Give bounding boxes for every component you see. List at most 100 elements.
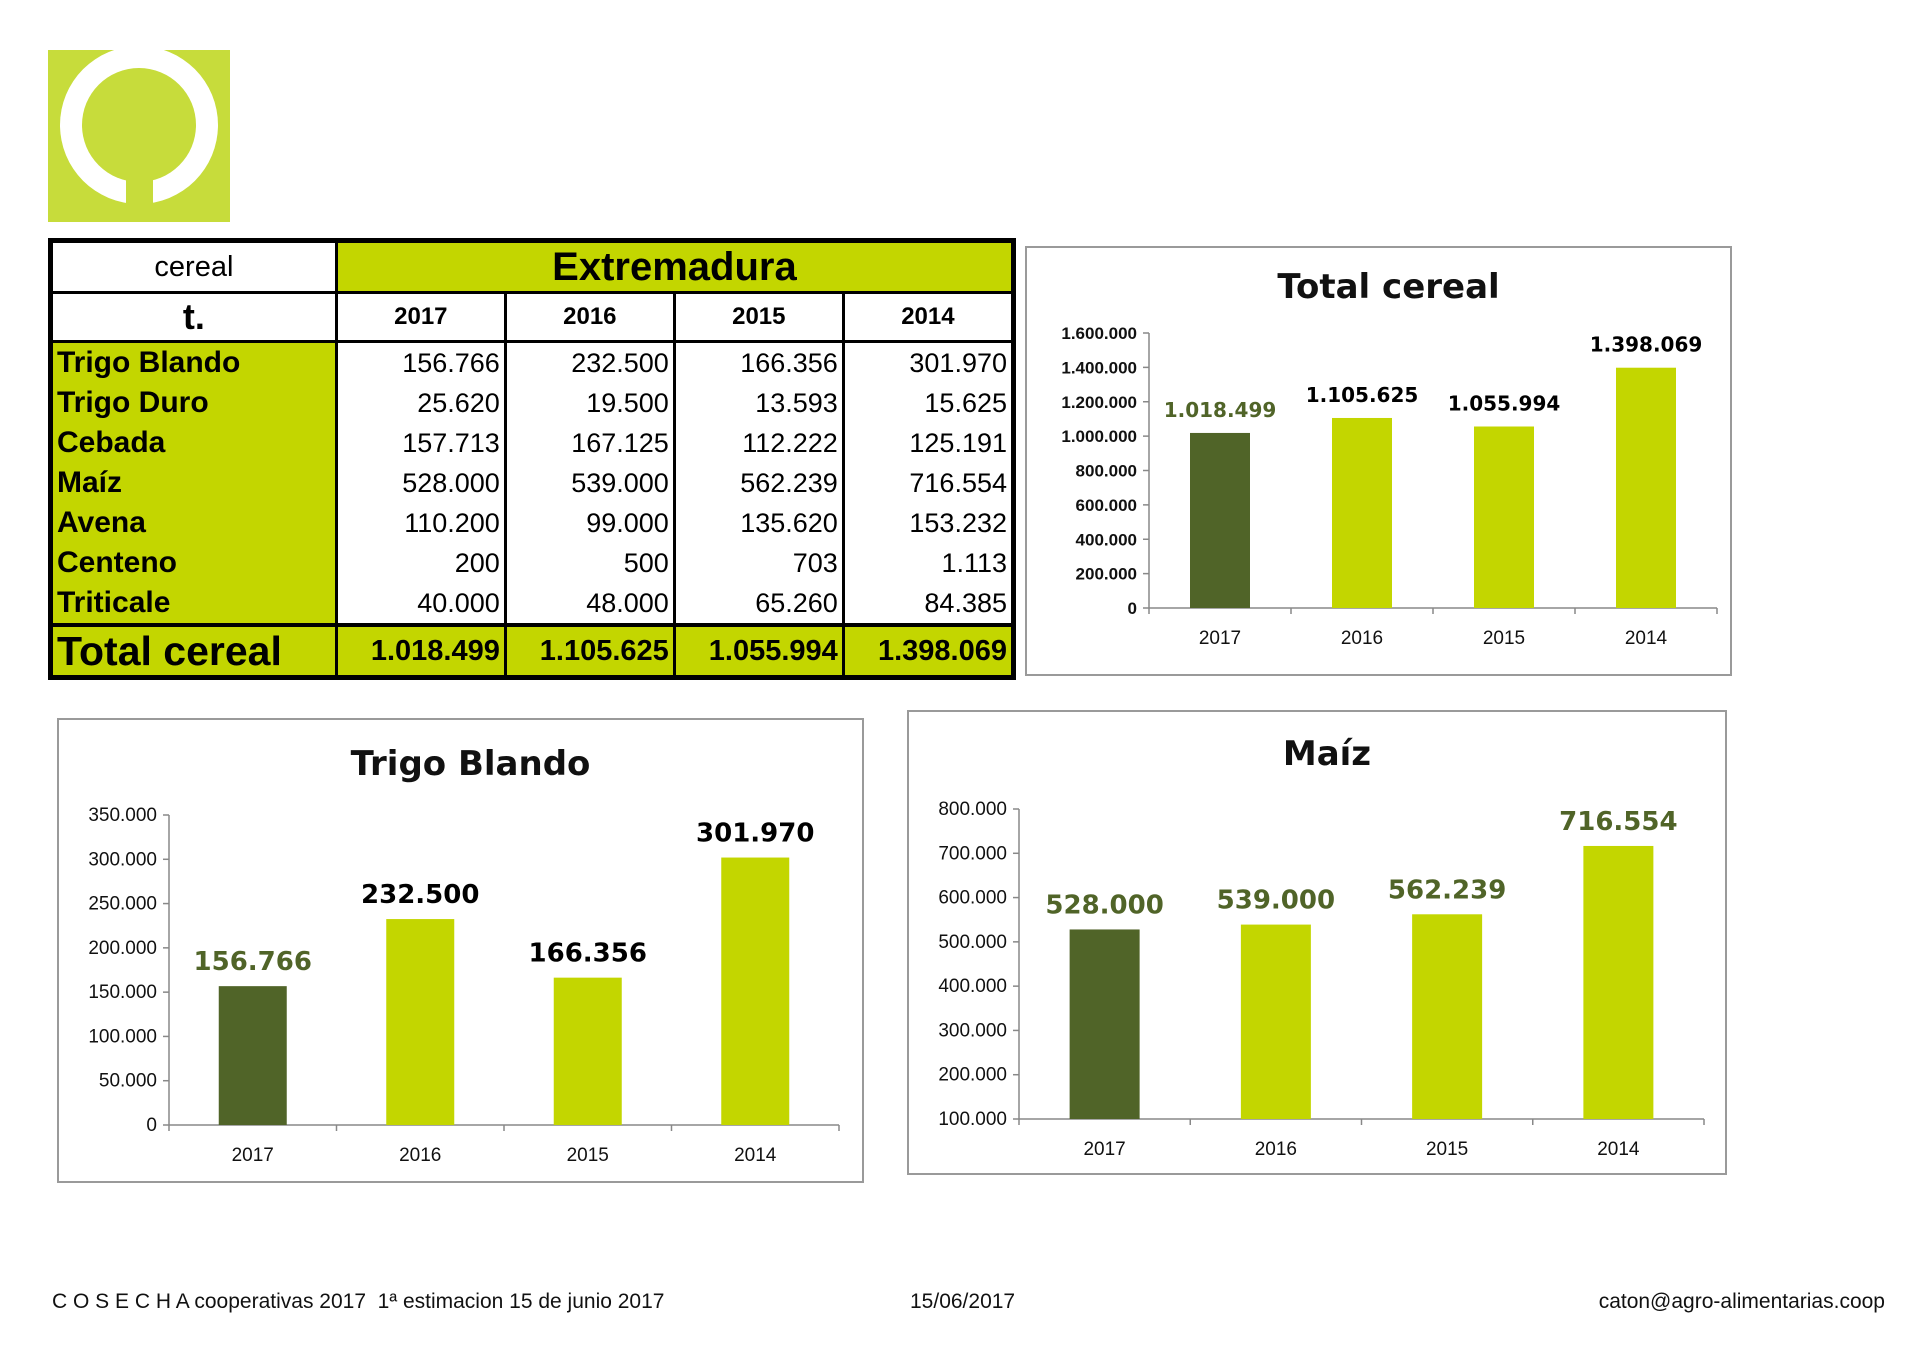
data-label: 166.356: [529, 939, 647, 969]
x-tick-label: 2017: [232, 1145, 274, 1166]
total-value: 1.055.994: [672, 623, 845, 679]
footer-date: 15/06/2017: [910, 1290, 1016, 1313]
data-label: 232.500: [361, 880, 479, 910]
y-tick-label: 0: [1128, 599, 1137, 618]
crop-name: Maíz: [49, 463, 338, 503]
table-year-header: 2016: [503, 291, 676, 343]
crop-name: Triticale: [49, 583, 338, 625]
crop-name: Trigo Duro: [49, 383, 338, 423]
crop-name: Cebada: [49, 423, 338, 463]
footer-email: caton@agro-alimentarias.coop: [1598, 1290, 1885, 1313]
table-row: Trigo Duro 25.620 19.500 13.593 15.625: [49, 383, 1016, 423]
y-tick-label: 500.000: [938, 932, 1007, 953]
chart-title: Total cereal: [1277, 267, 1499, 307]
footer-caption: C O S E C H A cooperativas 2017 1ª estim…: [52, 1290, 665, 1313]
crop-value: 528.000: [334, 463, 507, 503]
table-row: Avena 110.200 99.000 135.620 153.232: [49, 503, 1016, 543]
bar: [1583, 845, 1654, 1119]
crop-value: 40.000: [334, 583, 507, 625]
data-label: 716.554: [1559, 807, 1677, 837]
x-tick-label: 2017: [1083, 1139, 1125, 1160]
trigo-blando-chart: Trigo Blando 0 50.000 100.000 150.000 200.000…: [57, 718, 864, 1183]
bar: [1412, 914, 1483, 1119]
bar: [553, 977, 622, 1125]
crop-value: 716.554: [841, 463, 1016, 503]
x-tick-label: 2014: [1625, 628, 1668, 649]
crop-name: Avena: [49, 503, 338, 543]
y-tick-label: 250.000: [88, 894, 157, 915]
x-tick-label: 2014: [1597, 1139, 1640, 1160]
crop-value: 19.500: [503, 383, 676, 423]
crop-value: 301.970: [841, 341, 1016, 383]
bar: [1616, 367, 1676, 608]
table-total-row: Total cereal 1.018.499 1.105.625 1.055.9…: [49, 623, 1016, 679]
bar: [1474, 426, 1534, 608]
cereal-production-table: cereal Extremadura t. 2017 2016 2015 201…: [48, 238, 1016, 680]
y-tick-label: 100.000: [88, 1026, 157, 1047]
y-tick-label: 200.000: [88, 938, 157, 959]
bar: [1190, 432, 1250, 608]
data-label: 539.000: [1217, 886, 1335, 916]
y-tick-label: 600.000: [1076, 496, 1137, 515]
total-value: 1.398.069: [841, 623, 1016, 679]
crop-value: 703: [672, 543, 845, 583]
crop-value: 25.620: [334, 383, 507, 423]
y-tick-label: 0: [146, 1115, 157, 1136]
crop-value: 500: [503, 543, 676, 583]
y-tick-label: 800.000: [938, 799, 1007, 820]
table-year-header: 2015: [672, 291, 845, 343]
y-tick-label: 350.000: [88, 805, 157, 826]
crop-name: Centeno: [49, 543, 338, 583]
trigo-blando-chart-svg: Trigo Blando 0 50.000 100.000 150.000 200.000…: [88, 744, 840, 1166]
table-row: Cebada 157.713 167.125 112.222 125.191: [49, 423, 1016, 463]
table-row: Maíz 528.000 539.000 562.239 716.554: [49, 463, 1016, 503]
y-tick-label: 700.000: [938, 843, 1007, 864]
crop-name: Trigo Blando: [49, 341, 338, 383]
crop-value: 13.593: [672, 383, 845, 423]
x-tick-label: 2015: [567, 1145, 609, 1166]
crop-value: 15.625: [841, 383, 1016, 423]
y-tick-label: 1.200.000: [1061, 393, 1137, 412]
crop-value: 200: [334, 543, 507, 583]
table-header-label: cereal: [49, 239, 338, 294]
crop-value: 166.356: [672, 341, 845, 383]
y-tick-label: 100.000: [938, 1109, 1007, 1130]
y-tick-label: 200.000: [938, 1065, 1007, 1086]
x-tick-label: 2017: [1199, 628, 1241, 649]
total-cereal-chart-svg: Total cereal 0 200.000 400.000 600.000 800.00…: [1061, 267, 1718, 649]
data-label: 301.970: [696, 819, 814, 849]
cooperativas-logo: [48, 50, 230, 222]
table-unit: t.: [49, 291, 338, 343]
y-tick-label: 1.600.000: [1061, 324, 1137, 343]
crop-value: 99.000: [503, 503, 676, 543]
crop-value: 110.200: [334, 503, 507, 543]
x-tick-label: 2014: [734, 1145, 777, 1166]
maiz-chart: Maíz 100.000 200.000 300.000 400.000 500.000 6…: [907, 710, 1727, 1175]
y-tick-label: 800.000: [1076, 462, 1137, 481]
y-tick-label: 1.000.000: [1061, 427, 1137, 446]
y-tick-label: 400.000: [1076, 530, 1137, 549]
y-tick-label: 300.000: [88, 849, 157, 870]
y-tick-label: 150.000: [88, 982, 157, 1003]
crop-value: 156.766: [334, 341, 507, 383]
chart-title: Trigo Blando: [351, 744, 591, 784]
bar: [386, 919, 455, 1125]
data-label: 1.398.069: [1590, 333, 1703, 357]
x-tick-label: 2016: [1341, 628, 1383, 649]
data-label: 1.018.499: [1164, 398, 1277, 422]
data-label: 156.766: [194, 947, 312, 977]
crop-value: 125.191: [841, 423, 1016, 463]
crop-value: 65.260: [672, 583, 845, 625]
x-tick-label: 2015: [1483, 628, 1525, 649]
crop-value: 112.222: [672, 423, 845, 463]
total-value: 1.018.499: [334, 623, 507, 679]
bar: [1069, 929, 1140, 1119]
data-label: 562.239: [1388, 875, 1506, 905]
y-tick-label: 600.000: [938, 888, 1007, 909]
total-label: Total cereal: [49, 623, 338, 679]
y-tick-label: 1.400.000: [1061, 358, 1137, 377]
crop-value: 48.000: [503, 583, 676, 625]
crop-value: 135.620: [672, 503, 845, 543]
crop-value: 539.000: [503, 463, 676, 503]
total-cereal-chart: Total cereal 0 200.000 400.000 600.000 800.00…: [1025, 246, 1732, 676]
